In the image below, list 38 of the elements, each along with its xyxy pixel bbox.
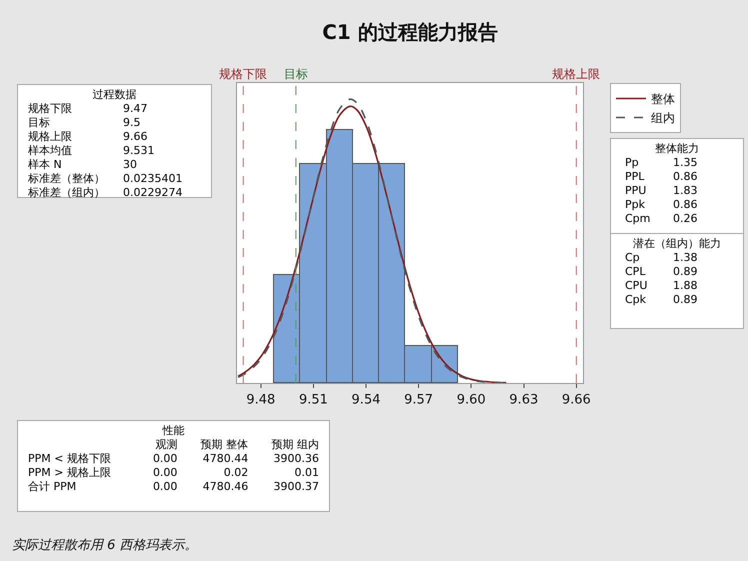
text: 实际过程散布用 6 西格玛表示。	[12, 537, 198, 554]
x-tick-label: 9.60	[456, 392, 486, 408]
x-tick-label: 9.48	[246, 392, 276, 408]
text: 整体能力	[654, 141, 700, 156]
text: 规格下限 9.47	[28, 102, 148, 115]
text: 合计 PPM 0.00 4780.46 3900.37	[28, 480, 319, 493]
text: CPL 0.89	[625, 265, 698, 278]
text: PPL 0.86	[625, 170, 698, 183]
text: 性能	[161, 423, 186, 438]
text: PPU 1.83	[625, 184, 698, 197]
text: Cpm 0.26	[625, 212, 698, 225]
text: Pp 1.35	[625, 156, 698, 169]
x-tick-label: 9.63	[509, 392, 538, 408]
text: Cpk 0.89	[625, 293, 698, 306]
text: PPM > 规格上限 0.00 0.02 0.01	[28, 466, 319, 479]
ref-line-label: 规格下限	[219, 67, 267, 81]
text: 样本均值 9.531	[28, 144, 154, 157]
text: 标准差（整体） 0.0235401	[28, 172, 182, 185]
ref-line-label: 目标	[284, 67, 308, 81]
text: Ppk 0.86	[625, 198, 698, 211]
text: PPM < 规格下限 0.00 4780.44 3900.36	[28, 452, 319, 465]
chart-title: C1 的过程能力报告	[322, 20, 498, 44]
text: 过程数据	[92, 87, 138, 102]
text: 潜在（组内）能力	[632, 236, 722, 251]
x-tick-label: 9.51	[298, 392, 328, 408]
x-tick-label: 9.54	[352, 392, 380, 408]
text: CPU 1.88	[625, 279, 698, 292]
ref-line-label: 规格上限	[552, 67, 600, 81]
legend-label: 组内	[650, 111, 675, 126]
text: 标准差（组内） 0.0229274	[28, 186, 182, 199]
text: Cp 1.38	[625, 251, 698, 264]
legend-label: 整体	[650, 92, 675, 106]
text: 观测 预期 整体 预期 组内	[155, 438, 319, 451]
text: 规格上限 9.66	[28, 130, 148, 143]
x-tick-label: 9.66	[562, 392, 591, 408]
text: 目标 9.5	[28, 116, 140, 129]
x-tick-label: 9.57	[404, 392, 434, 408]
text: 样本 N 30	[28, 158, 137, 171]
